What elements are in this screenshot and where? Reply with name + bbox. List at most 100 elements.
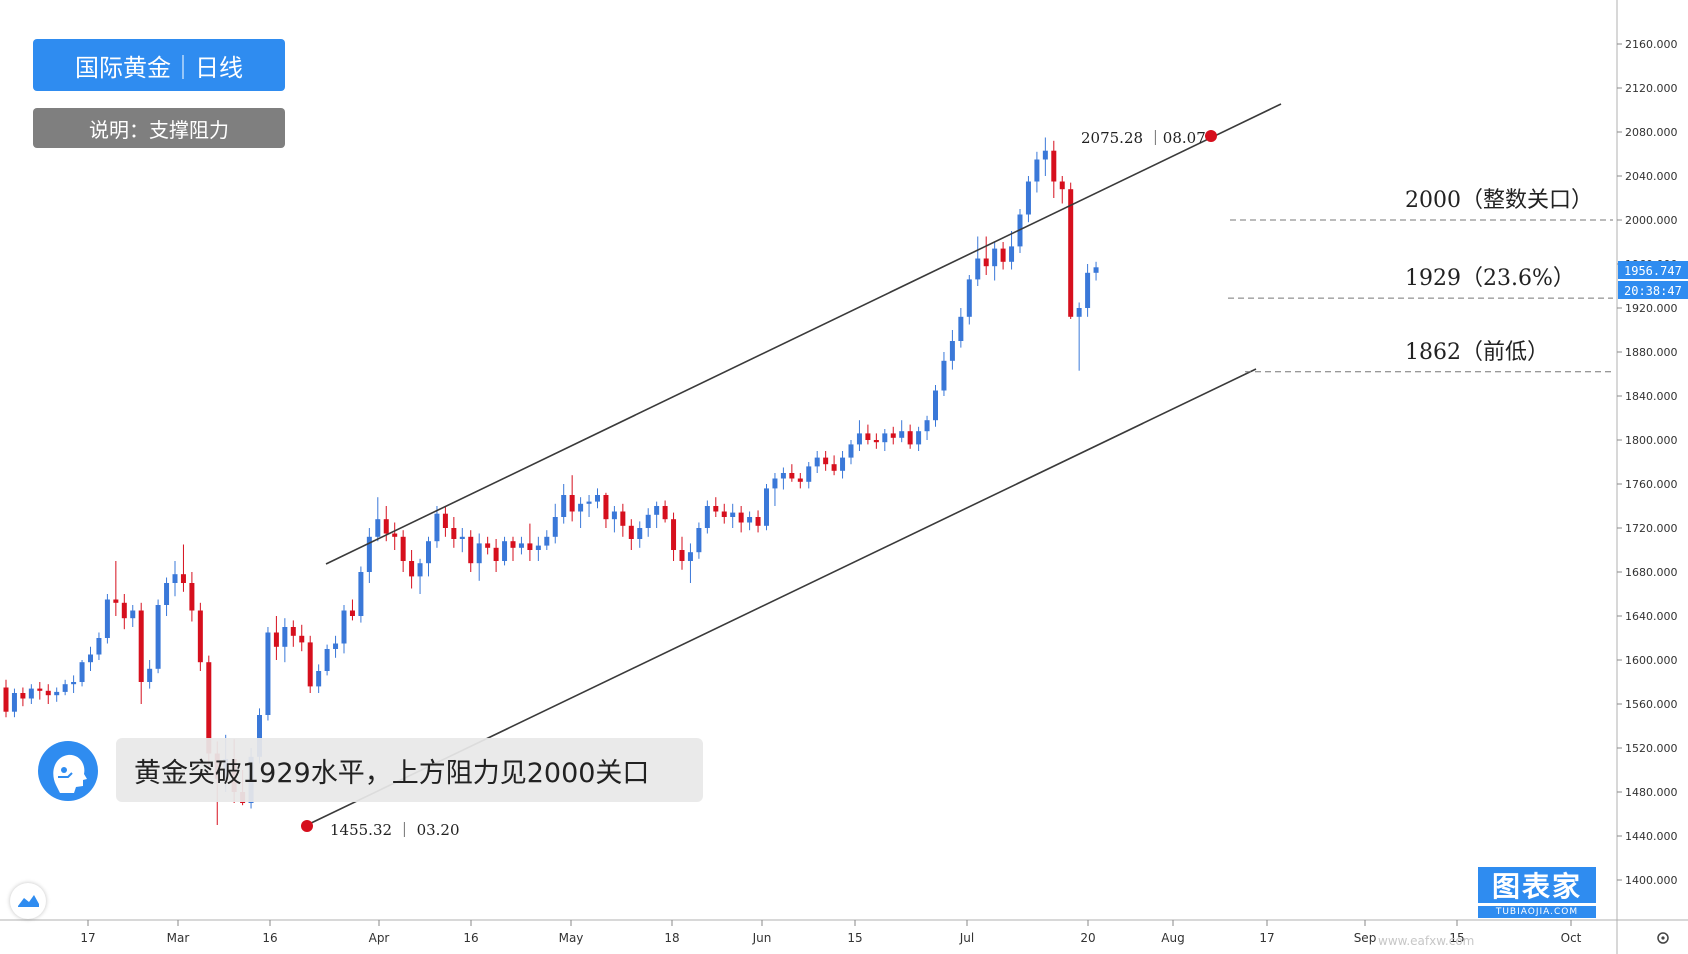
candle — [121, 594, 127, 630]
y-tick-label: 1760.000 — [1625, 478, 1678, 491]
tradingview-logo-icon[interactable] — [10, 883, 46, 919]
candle — [349, 599, 355, 621]
candle — [434, 506, 440, 548]
candle — [180, 544, 186, 592]
y-tick-label: 1560.000 — [1625, 698, 1678, 711]
candle — [696, 522, 702, 559]
settings-gear-icon[interactable] — [1657, 932, 1669, 944]
x-tick-label: 16 — [463, 931, 478, 945]
candle — [848, 440, 854, 465]
candle — [113, 561, 119, 616]
candle — [975, 236, 981, 286]
trough-point — [301, 820, 313, 832]
x-tick-label: Mar — [167, 931, 190, 945]
candle — [823, 451, 829, 471]
last-price-badge — [1618, 261, 1688, 279]
y-tick-label: 2040.000 — [1625, 170, 1678, 183]
candle — [721, 503, 727, 524]
candle — [865, 424, 871, 445]
candle — [992, 242, 998, 281]
x-tick-label: 17 — [1259, 931, 1274, 945]
candle — [1076, 302, 1082, 371]
candle — [1000, 242, 1006, 270]
candle — [324, 644, 330, 676]
candle — [535, 536, 541, 561]
candle — [958, 308, 964, 348]
candle — [1068, 182, 1074, 319]
candle — [88, 646, 93, 671]
candle — [400, 530, 406, 572]
x-tick-label: Jul — [959, 931, 974, 945]
trend-channel — [306, 103, 1282, 826]
candle — [130, 605, 136, 627]
candle — [814, 451, 820, 473]
candle — [299, 624, 305, 652]
candle — [164, 577, 170, 616]
channel-upper-line — [325, 103, 1282, 565]
candle — [172, 561, 178, 597]
candle — [645, 508, 651, 537]
candle — [307, 635, 313, 693]
candle — [451, 517, 457, 548]
candle — [983, 236, 989, 275]
candle — [375, 497, 381, 542]
candle — [282, 618, 288, 663]
candle — [459, 528, 465, 553]
candle — [147, 660, 153, 689]
price-badges: 1956.747 20:38:47 — [1618, 261, 1688, 299]
candle — [780, 467, 786, 490]
candle — [1042, 137, 1048, 176]
candle — [1093, 261, 1099, 281]
candle — [611, 506, 617, 533]
candle — [1051, 140, 1057, 198]
candle — [1059, 176, 1065, 204]
candle — [426, 536, 431, 577]
x-tick-label: 17 — [80, 931, 95, 945]
level-label: 1929（23.6%） — [1405, 266, 1575, 291]
candle — [138, 602, 144, 704]
candle — [789, 464, 795, 482]
analyst-avatar-icon — [38, 741, 98, 801]
analysis-comment-text: 黄金突破1929水平，上方阻力见2000关口 — [134, 757, 650, 789]
y-tick-label: 1480.000 — [1625, 786, 1678, 799]
candle — [561, 484, 567, 524]
candle — [840, 451, 846, 479]
candle — [916, 426, 922, 451]
candle — [1034, 151, 1040, 193]
y-tick-label: 1920.000 — [1625, 302, 1678, 315]
candle — [747, 511, 753, 531]
x-tick-label: 15 — [1449, 931, 1464, 945]
candle — [468, 530, 474, 572]
candle — [933, 385, 938, 427]
candle — [155, 599, 161, 674]
candle — [442, 506, 448, 537]
candle — [1025, 176, 1031, 223]
y-tick-label: 1880.000 — [1625, 346, 1678, 359]
y-tick-label: 2000.000 — [1625, 214, 1678, 227]
candle — [20, 687, 26, 707]
candle — [476, 533, 482, 581]
y-tick-label: 1720.000 — [1625, 522, 1678, 535]
candle — [755, 510, 761, 533]
candle — [518, 536, 524, 555]
y-tick-label: 1840.000 — [1625, 390, 1678, 403]
candle — [890, 426, 896, 445]
candle — [485, 536, 491, 555]
candle — [687, 543, 693, 583]
candle — [366, 528, 372, 583]
x-tick-label: Sep — [1354, 931, 1377, 945]
candle — [96, 632, 102, 660]
candle — [62, 679, 68, 696]
candle — [502, 536, 508, 566]
level-label: 2000（整数关口） — [1405, 188, 1593, 213]
y-tick-label: 1800.000 — [1625, 434, 1678, 447]
candle — [899, 420, 905, 443]
candle — [730, 503, 736, 528]
candle — [679, 536, 685, 570]
candle — [197, 602, 203, 671]
y-tick-label: 1400.000 — [1625, 874, 1678, 887]
candle — [772, 473, 778, 506]
candle — [341, 605, 347, 654]
